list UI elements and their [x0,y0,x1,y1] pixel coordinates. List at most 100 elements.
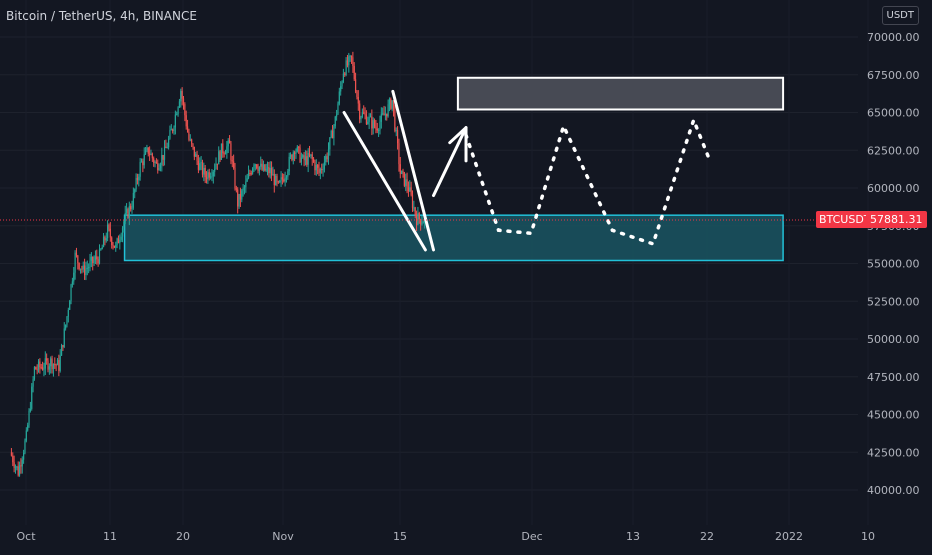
candle-body [289,154,292,157]
candle-body [285,176,288,178]
candle-body [215,163,217,169]
candle-body [107,224,109,239]
candle-body [60,345,63,356]
candle-body [69,301,71,310]
y-tick-label: 40000.00 [867,484,920,497]
target-zone[interactable] [456,76,785,111]
candle-body [71,281,73,285]
candle-body [97,259,99,264]
candle-body [186,126,189,132]
candle-body [396,130,399,144]
candle-body [239,193,242,200]
candle-body [203,167,205,175]
candle-body [93,260,95,264]
candle-body [234,168,236,189]
candle-body [411,194,414,208]
wedge-trendline[interactable] [391,89,435,252]
candle-body [142,161,144,166]
candle-body [138,176,140,181]
candle-body [210,176,212,178]
candle-body [111,237,113,245]
wedge-trendline[interactable] [342,111,427,252]
candle-body [216,163,218,165]
candle-body [102,236,105,248]
candle-body [387,104,389,117]
candle-body [379,121,381,131]
candle-body [47,360,49,370]
candle-body [417,212,419,225]
x-tick-label: 2022 [775,530,803,543]
y-tick-label: 65000.00 [867,107,920,120]
support-zone[interactable] [123,214,784,262]
candle-body [327,149,330,160]
candle-body [180,91,182,102]
candle-body [218,151,220,165]
candle-body [162,154,164,160]
candle-body [406,179,408,188]
projection-path[interactable] [464,114,712,247]
candle-body [204,167,206,178]
candle-body [365,114,368,124]
candle-body [415,215,418,225]
candle-body [163,146,166,160]
candle-body [219,151,221,160]
x-tick-label: Oct [16,530,36,543]
candle-body [41,367,44,370]
candle-body [227,140,229,147]
candle-body [105,238,107,241]
candle-body [295,151,297,154]
candle-body [77,255,79,263]
candle-body [253,165,255,169]
candle-body [376,128,378,131]
y-tick-label: 45000.00 [867,409,920,422]
candle-body [151,153,153,159]
candle-body [143,154,145,166]
candle-body [284,177,286,182]
candle-body [249,173,251,175]
candle-body [307,152,309,165]
candle-body [266,166,269,169]
y-tick-label: 62500.00 [867,144,920,157]
candle-body [345,60,347,75]
candle-body [264,164,266,171]
candle-body [48,366,50,370]
candle-body [98,249,101,264]
x-tick-label: Dec [521,530,542,543]
candle-body [364,113,366,115]
candle-body [388,99,391,105]
candle-body [326,156,328,160]
candle-body [167,138,170,148]
currency-button[interactable]: USDT [881,6,919,25]
candle-body [85,268,87,275]
candle-body [231,160,233,162]
candle-body [269,167,271,174]
candle-body [303,155,305,161]
candle-body [130,206,132,210]
candle-body [37,361,40,370]
candle-body [144,150,147,155]
candle-body [283,179,285,182]
candle-body [344,73,346,75]
candle-body [375,126,377,129]
candle-body [197,160,200,170]
candle-body [383,113,385,116]
candle-body [20,465,22,467]
candle-body [56,360,59,366]
candle-body [140,161,143,163]
candle-body [54,363,56,365]
candle-body [12,455,14,463]
breakout-arrow[interactable] [432,126,468,198]
candle-body [390,99,392,109]
candle-body [302,155,304,158]
candle-body [13,462,15,468]
candle-body [260,163,262,167]
candle-body [173,127,175,132]
candle-body [243,187,246,189]
candle-body [157,163,159,171]
candle-body [24,440,26,453]
candle-body [308,152,311,156]
candle-body [414,207,416,216]
candle-body [96,256,98,260]
